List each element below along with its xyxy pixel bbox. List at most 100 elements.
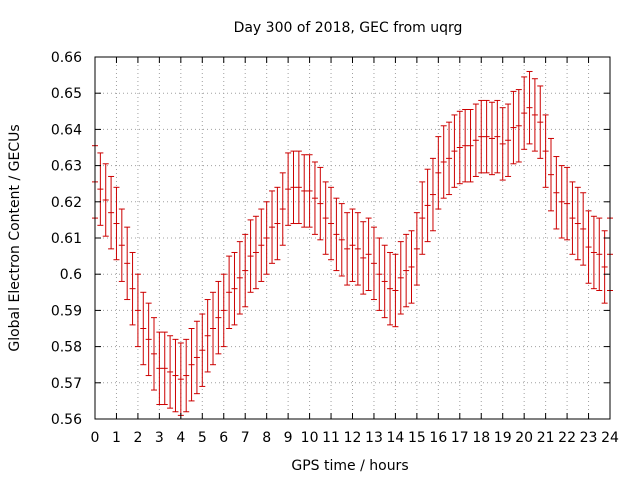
data-point: [236, 241, 243, 315]
data-point: [151, 317, 158, 391]
data-point: [344, 212, 351, 286]
data-point: [376, 237, 383, 311]
data-point: [478, 99, 485, 174]
x-tick-label: 16: [429, 430, 447, 446]
data-point: [537, 85, 544, 159]
data-point: [360, 221, 367, 295]
data-point: [429, 157, 436, 232]
data-point: [596, 217, 603, 291]
data-point: [472, 103, 479, 177]
y-tick-label: 0.66: [51, 50, 82, 66]
data-point: [370, 226, 377, 301]
data-point: [311, 161, 318, 235]
data-point: [569, 181, 576, 255]
data-point: [290, 150, 297, 225]
data-point: [403, 233, 410, 308]
data-point: [317, 166, 324, 241]
data-point: [231, 251, 238, 326]
data-point: [113, 186, 120, 261]
x-tick-label: 8: [262, 430, 271, 446]
x-tick-label: 1: [112, 430, 121, 446]
data-point: [333, 197, 340, 272]
data-point: [585, 210, 592, 284]
x-tick-label: 13: [365, 430, 383, 446]
data-point: [590, 215, 597, 290]
data-point: [199, 313, 206, 387]
x-tick-label: 22: [558, 430, 576, 446]
data-point: [97, 152, 104, 226]
data-point: [145, 302, 152, 377]
data-point: [488, 101, 495, 176]
data-point: [526, 70, 533, 145]
y-tick-label: 0.6: [60, 267, 82, 283]
data-point: [419, 181, 426, 255]
data-point: [521, 76, 528, 150]
data-point: [156, 331, 163, 406]
data-point: [397, 241, 404, 315]
chart-title: Day 300 of 2018, GEC from uqrg: [234, 20, 463, 36]
x-tick-label: 11: [322, 430, 340, 446]
x-tick-label: 15: [408, 430, 426, 446]
data-point: [183, 338, 190, 413]
data-point: [274, 186, 281, 261]
x-tick-label: 17: [451, 430, 469, 446]
y-tick-label: 0.59: [51, 303, 82, 319]
x-tick-label: 21: [537, 430, 555, 446]
data-point: [558, 165, 565, 239]
data-point: [188, 328, 195, 402]
data-point: [483, 99, 490, 174]
x-tick-label: 14: [387, 430, 405, 446]
x-tick-label: 0: [91, 430, 100, 446]
data-point: [413, 212, 420, 286]
data-point: [387, 251, 394, 326]
data-point: [279, 172, 286, 246]
x-tick-label: 23: [580, 430, 598, 446]
data-series: [92, 70, 613, 416]
data-point: [161, 331, 168, 406]
y-tick-label: 0.65: [51, 86, 82, 102]
data-point: [285, 152, 292, 226]
data-point: [381, 244, 388, 319]
x-tick-label: 9: [284, 430, 293, 446]
data-point: [204, 299, 211, 373]
data-point: [531, 78, 538, 152]
data-point: [462, 108, 469, 183]
data-point: [424, 168, 431, 243]
y-tick-label: 0.56: [51, 412, 82, 428]
data-point: [220, 273, 227, 348]
data-point: [263, 201, 270, 275]
data-point: [258, 208, 265, 282]
data-point: [295, 150, 302, 225]
data-point: [134, 273, 141, 348]
data-point: [435, 136, 442, 210]
y-tick-label: 0.57: [51, 376, 82, 392]
data-point: [510, 90, 517, 165]
data-point: [301, 154, 308, 228]
data-point: [601, 230, 608, 304]
data-point: [467, 108, 474, 183]
y-tick-label: 0.63: [51, 159, 82, 175]
data-point: [408, 230, 415, 304]
data-point: [515, 89, 522, 163]
x-tick-label: 7: [241, 430, 250, 446]
data-point: [215, 280, 222, 355]
x-tick-label: 3: [155, 430, 164, 446]
data-point: [167, 335, 174, 409]
data-point: [365, 217, 372, 291]
data-point: [564, 166, 571, 241]
x-tick-label: 4: [176, 430, 185, 446]
data-point: [451, 114, 458, 188]
x-tick-label: 6: [219, 430, 228, 446]
y-tick-label: 0.61: [51, 231, 82, 247]
data-point: [580, 192, 587, 266]
x-tick-label: 12: [344, 430, 362, 446]
y-tick-label: 0.62: [51, 195, 82, 211]
data-point: [392, 253, 399, 328]
data-point: [108, 175, 115, 250]
data-point: [542, 114, 549, 188]
x-tick-label: 2: [133, 430, 142, 446]
data-point: [338, 203, 345, 277]
data-point: [177, 342, 184, 416]
data-point: [242, 233, 249, 308]
